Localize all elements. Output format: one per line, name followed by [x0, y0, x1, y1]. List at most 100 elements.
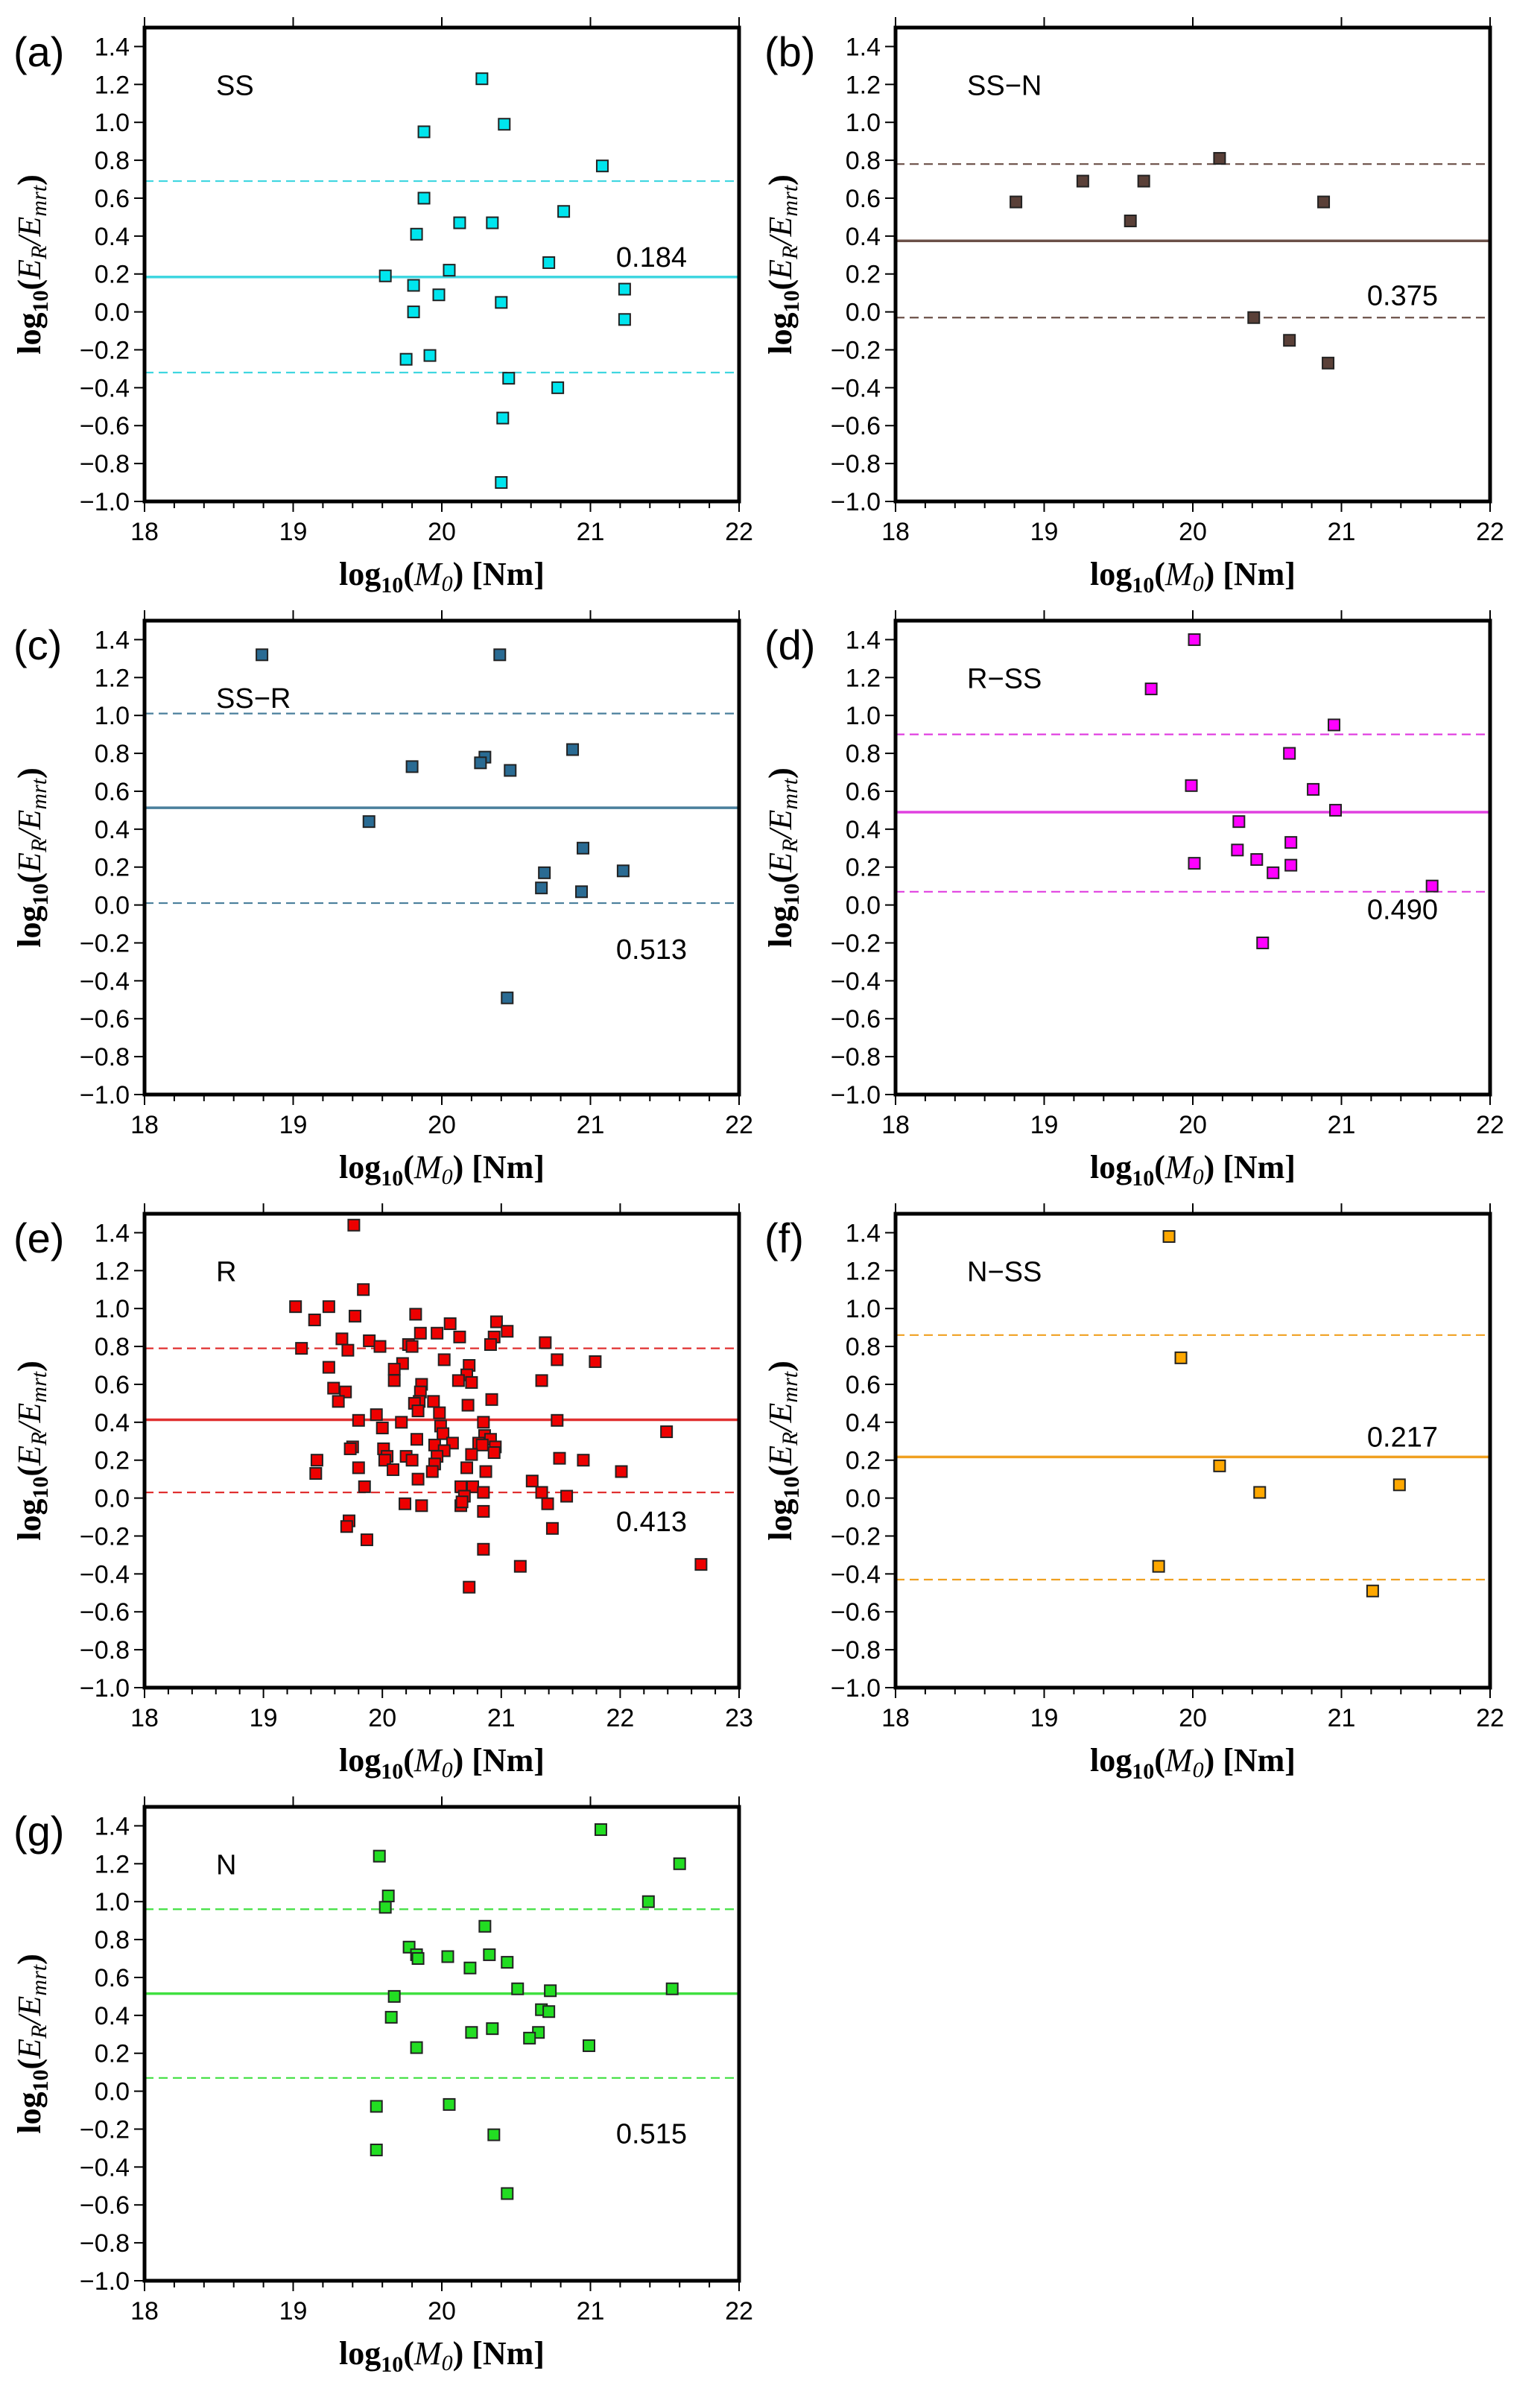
- y-title-E: E: [762, 852, 799, 873]
- y-tick-label: 1.0: [95, 1888, 130, 1916]
- y-tick-label: −0.2: [80, 929, 130, 957]
- y-title-slash: /E: [762, 809, 799, 840]
- y-title-E: E: [11, 2039, 48, 2059]
- panel-letter: (b): [764, 28, 815, 75]
- y-title-slash: /E: [11, 1402, 48, 1434]
- y-title-sub: 10: [28, 1477, 53, 1499]
- y-title-mrt: mrt: [27, 1964, 51, 1995]
- y-title-sub: 10: [28, 884, 53, 906]
- data-point: [453, 1330, 466, 1343]
- data-point: [551, 381, 565, 394]
- x-title-unit: ) [Nm]: [1204, 556, 1296, 592]
- data-point: [1162, 1230, 1176, 1244]
- y-tick-label: −0.2: [831, 929, 881, 957]
- data-point: [501, 2187, 514, 2200]
- y-tick-label: 0.4: [95, 223, 130, 251]
- data-point: [479, 1465, 492, 1478]
- mean-value-label: 0.490: [1367, 895, 1438, 926]
- y-tick-label: 0.4: [95, 816, 130, 844]
- x-title-open: (: [403, 1742, 414, 1779]
- data-point: [475, 72, 489, 86]
- data-point: [370, 1408, 383, 1422]
- data-point: [477, 1416, 490, 1429]
- data-point: [495, 296, 508, 309]
- x-tick-label: 20: [1179, 1704, 1207, 1732]
- data-point: [513, 1559, 527, 1573]
- panel-d: 18 19 20 21 22 1.4 1.2 1.0 0.8 0.6 0.4 0.2 0.0 −0.2 −0…: [762, 610, 1504, 1191]
- panel-tag: N: [216, 1849, 236, 1881]
- y-title-E: E: [11, 1445, 48, 1466]
- y-tick-label: 0.0: [95, 1485, 130, 1513]
- y-tick-label: 0.6: [95, 1371, 130, 1399]
- data-point: [618, 282, 631, 296]
- x-tick-label: 21: [577, 518, 605, 546]
- y-tick-label: 0.8: [846, 1333, 881, 1361]
- x-title-open: (: [403, 556, 414, 592]
- data-point: [484, 1338, 497, 1352]
- data-point: [395, 1416, 408, 1429]
- x-tick-label: 22: [1476, 1111, 1504, 1139]
- y-tick-label: −0.6: [80, 2191, 130, 2220]
- y-title-log: log: [762, 1499, 799, 1541]
- data-point: [417, 125, 431, 139]
- mean-value-label: 0.217: [1367, 1422, 1438, 1453]
- data-point: [405, 1340, 419, 1353]
- y-title-mrt: mrt: [778, 1371, 802, 1402]
- y-tick-label: −0.4: [80, 2153, 130, 2182]
- x-title-M: M: [1164, 1149, 1194, 1185]
- y-title-slash: /E: [11, 809, 48, 840]
- data-point: [1152, 1559, 1165, 1573]
- data-point: [352, 1461, 365, 1475]
- y-title-sub: 10: [779, 1477, 804, 1499]
- x-title-M-sub: 0: [442, 1165, 453, 1189]
- y-tick-label: 1.0: [95, 1295, 130, 1323]
- panel-g: 18 19 20 21 22 1.4 1.2 1.0 0.8 0.6 0.4 0.2 0.0 −0.2 −0…: [11, 1796, 753, 2377]
- y-tick-label: −0.6: [80, 412, 130, 440]
- data-point: [1213, 152, 1226, 165]
- panel-letter: (c): [13, 621, 62, 668]
- data-point: [541, 1497, 554, 1510]
- x-title-M-sub: 0: [442, 1758, 453, 1782]
- data-point: [475, 1438, 489, 1451]
- data-point: [1188, 633, 1201, 646]
- data-point: [335, 1332, 349, 1346]
- y-axis-title: log10(ER/Emrt): [762, 1361, 804, 1541]
- y-tick-label: −0.2: [80, 336, 130, 364]
- data-point: [415, 1499, 428, 1513]
- data-point: [378, 1454, 391, 1467]
- data-point: [544, 1984, 557, 1998]
- x-tick-label: 21: [1328, 518, 1356, 546]
- data-point: [432, 288, 446, 302]
- y-tick-label: 0.0: [846, 892, 881, 920]
- y-tick-label: 1.4: [846, 626, 881, 654]
- x-title-M: M: [413, 2335, 443, 2372]
- data-point: [433, 1406, 446, 1419]
- data-point: [387, 1989, 401, 2003]
- x-tick-label: 18: [881, 518, 910, 546]
- data-point: [399, 1497, 412, 1510]
- x-tick-label: 18: [130, 1704, 159, 1732]
- panel-letter: (f): [764, 1215, 804, 1261]
- x-tick-label: 20: [368, 1704, 396, 1732]
- y-title-close: ): [11, 1361, 48, 1372]
- panel-letter: (e): [13, 1215, 64, 1261]
- y-tick-label: 1.4: [95, 1219, 130, 1247]
- y-tick-label: −1.0: [80, 1674, 130, 1703]
- data-point: [1256, 936, 1270, 949]
- y-title-close: ): [11, 1954, 48, 1965]
- y-tick-label: 0.0: [846, 1485, 881, 1513]
- data-point: [1283, 747, 1296, 760]
- mean-value-label: 0.513: [616, 934, 687, 966]
- data-point: [360, 1533, 373, 1547]
- y-axis-title: log10(ER/Emrt): [762, 767, 804, 948]
- y-tick-label: 1.2: [846, 664, 881, 692]
- y-tick-label: −0.4: [80, 967, 130, 995]
- data-point: [443, 264, 456, 277]
- mean-value-label: 0.184: [616, 242, 687, 273]
- y-title-sub: 10: [779, 291, 804, 313]
- y-title-E: E: [11, 852, 48, 873]
- data-point: [557, 205, 571, 218]
- y-tick-label: 1.2: [95, 71, 130, 99]
- x-tick-label: 21: [487, 1704, 516, 1732]
- panel-e: 18 19 20 21 22 23 1.4 1.2 1.0 0.8 0.6 0.4 0.2 0.0 −0.2…: [11, 1203, 753, 1784]
